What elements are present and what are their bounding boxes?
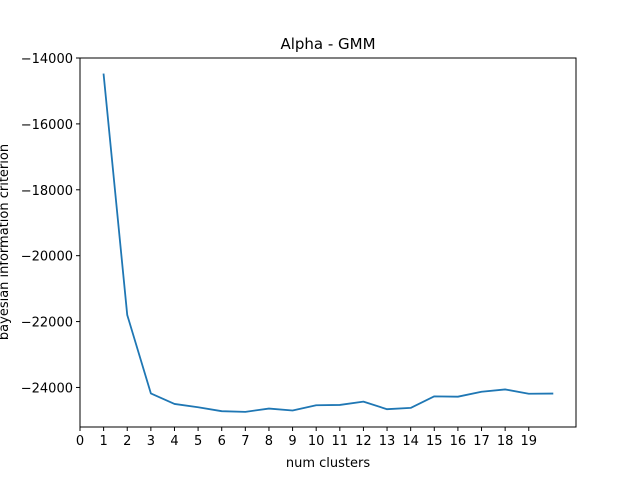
x-tick-label: 8	[265, 434, 273, 449]
plot-frame	[79, 57, 577, 428]
y-axis-label: bayesian information criterion	[0, 144, 12, 340]
x-tick-label: 6	[218, 434, 226, 449]
x-tick-label: 13	[379, 434, 396, 449]
y-tick-label: −16000	[21, 118, 73, 133]
x-tick-label: 15	[426, 434, 443, 449]
x-tick-label: 11	[332, 434, 349, 449]
x-tick-label: 1	[99, 434, 107, 449]
x-tick-label: 4	[170, 434, 178, 449]
x-tick-label: 7	[241, 434, 249, 449]
y-axis: −14000 −16000 −18000 −20000 −22000 −24000	[21, 52, 80, 396]
x-tick-label: 12	[355, 434, 372, 449]
x-tick-label: 17	[473, 434, 490, 449]
y-tick-label: −24000	[21, 381, 73, 396]
y-tick-label: −14000	[21, 52, 73, 67]
x-tick-label: 3	[147, 434, 155, 449]
x-tick-label: 5	[194, 434, 202, 449]
x-axis-label: num clusters	[286, 456, 370, 471]
y-tick-label: −20000	[21, 250, 73, 265]
y-tick-label: −18000	[21, 184, 73, 199]
x-tick-label: 10	[308, 434, 325, 449]
x-tick-label: 2	[123, 434, 131, 449]
x-tick-label: 9	[288, 434, 296, 449]
chart-title: Alpha - GMM	[280, 35, 375, 53]
x-tick-label: 14	[402, 434, 419, 449]
x-axis: 0 1 2 3 4 5 6 7 8 9 10 11 12 13 14 15 16 17 18 19	[76, 427, 537, 449]
x-tick-label: 0	[76, 434, 84, 449]
x-tick-label: 16	[450, 434, 467, 449]
plot-area	[102, 73, 554, 413]
x-tick-label: 19	[520, 434, 537, 449]
x-tick-label: 18	[497, 434, 514, 449]
y-tick-label: −22000	[21, 316, 73, 331]
series-line	[102, 73, 554, 413]
